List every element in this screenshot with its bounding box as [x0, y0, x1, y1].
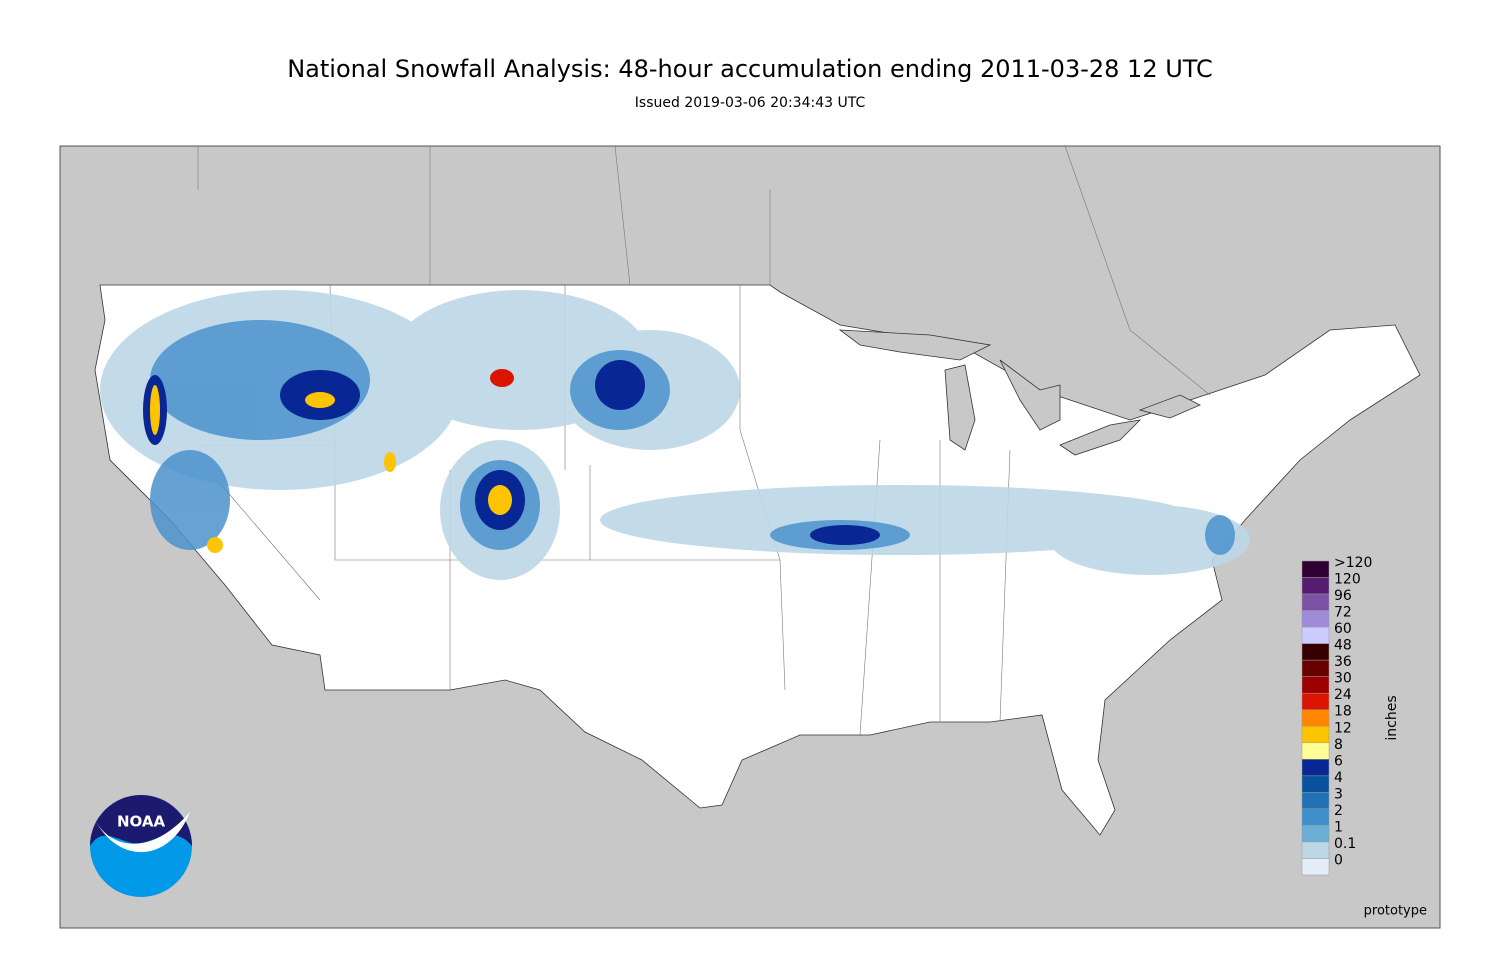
legend-label: 96: [1334, 588, 1352, 604]
legend-label: 6: [1334, 753, 1343, 769]
legend-label: 72: [1334, 605, 1352, 621]
subtitle: Issued 2019-03-06 20:34:43 UTC: [635, 95, 866, 111]
great-lakes: [838, 329, 1201, 456]
legend-label: 2: [1334, 803, 1343, 819]
legend-label: 0: [1334, 852, 1343, 868]
logo-wave: [95, 812, 190, 853]
legend-swatch: [1301, 792, 1330, 810]
legend-label: 36: [1334, 654, 1352, 670]
legend-label: >120: [1334, 555, 1372, 571]
legend-swatch: [1301, 692, 1330, 710]
legend-label: 18: [1334, 704, 1352, 720]
legend-swatch: [1301, 709, 1330, 727]
legend-label: 1: [1334, 819, 1343, 835]
legend-label: 8: [1334, 737, 1343, 753]
watermark: prototype: [1364, 904, 1427, 919]
borders: [197, 145, 1211, 736]
map: [59, 145, 1441, 929]
legend-label: 24: [1334, 687, 1352, 703]
legend-swatch: [1301, 593, 1330, 611]
legend-swatch: [1301, 858, 1330, 876]
legend-label: 30: [1334, 671, 1352, 687]
legend: inches >1201209672604836302418128643210.…: [1301, 555, 1400, 876]
title: National Snowfall Analysis: 48-hour accu…: [287, 55, 1213, 83]
logo-text: NOAA: [117, 813, 166, 831]
legend-label: 4: [1334, 770, 1343, 786]
legend-label: 60: [1334, 621, 1352, 637]
legend-title: inches: [1384, 695, 1400, 740]
legend-swatch: [1301, 676, 1330, 694]
legend-swatch: [1301, 659, 1330, 677]
legend-swatch: [1301, 626, 1330, 644]
legend-swatch: [1301, 808, 1330, 826]
legend-swatch: [1301, 610, 1330, 628]
legend-swatch: [1301, 560, 1330, 578]
legend-label: 0.1: [1334, 836, 1356, 852]
snowfall: [100, 290, 1250, 580]
legend-swatch: [1301, 643, 1330, 661]
legend-swatch: [1301, 726, 1330, 744]
legend-label: 48: [1334, 638, 1352, 654]
legend-label: 3: [1334, 786, 1343, 802]
legend-swatch: [1301, 759, 1330, 777]
legend-swatch: [1301, 841, 1330, 859]
legend-label: 120: [1334, 572, 1361, 588]
legend-swatch: [1301, 577, 1330, 595]
noaa-logo: NOAA: [90, 795, 192, 897]
legend-swatch: [1301, 742, 1330, 760]
legend-swatch: [1301, 775, 1330, 793]
legend-swatch: [1301, 825, 1330, 843]
legend-label: 12: [1334, 720, 1352, 736]
